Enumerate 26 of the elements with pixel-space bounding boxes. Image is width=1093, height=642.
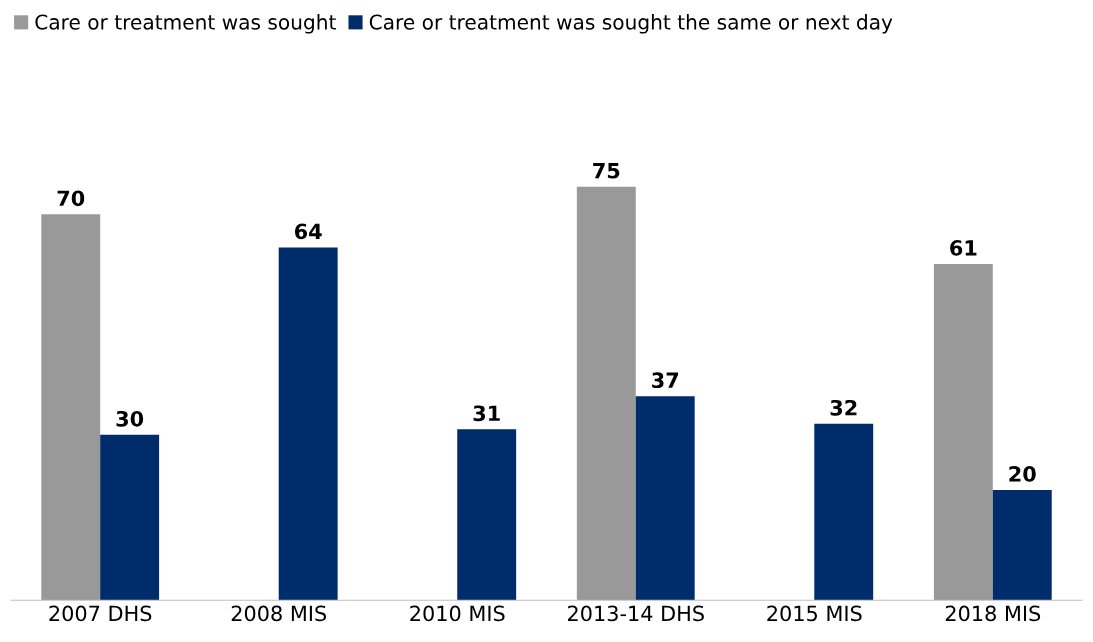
bar xyxy=(278,247,338,601)
x-tick-label: 2015 MIS xyxy=(767,605,862,622)
bar xyxy=(992,490,1052,601)
bar xyxy=(933,263,993,601)
x-tick-label: 2010 MIS xyxy=(410,605,505,622)
data-label: 37 xyxy=(652,372,679,389)
data-label: 64 xyxy=(294,223,322,240)
x-tick-label: 2008 MIS xyxy=(231,605,327,622)
x-tick-label: 2013-14 DHS xyxy=(567,605,704,622)
bar xyxy=(814,423,874,601)
bar xyxy=(41,214,101,601)
x-tick-label: 2018 MIS xyxy=(945,605,1041,622)
bar xyxy=(576,186,636,601)
bar xyxy=(100,434,160,601)
data-label: 30 xyxy=(116,410,144,427)
data-label: 61 xyxy=(950,240,977,256)
data-label: 31 xyxy=(473,405,500,422)
data-label: 75 xyxy=(593,163,620,179)
legend-label: Care or treatment was sought xyxy=(35,14,336,34)
data-label: 20 xyxy=(1009,466,1036,482)
legend-label: Care or treatment was sought the same or next day xyxy=(369,14,893,34)
x-tick-label: 2007 DHS xyxy=(49,605,152,622)
data-label: 32 xyxy=(830,399,857,416)
data-label: 70 xyxy=(57,190,85,207)
bar xyxy=(635,396,695,601)
bar xyxy=(457,429,517,601)
